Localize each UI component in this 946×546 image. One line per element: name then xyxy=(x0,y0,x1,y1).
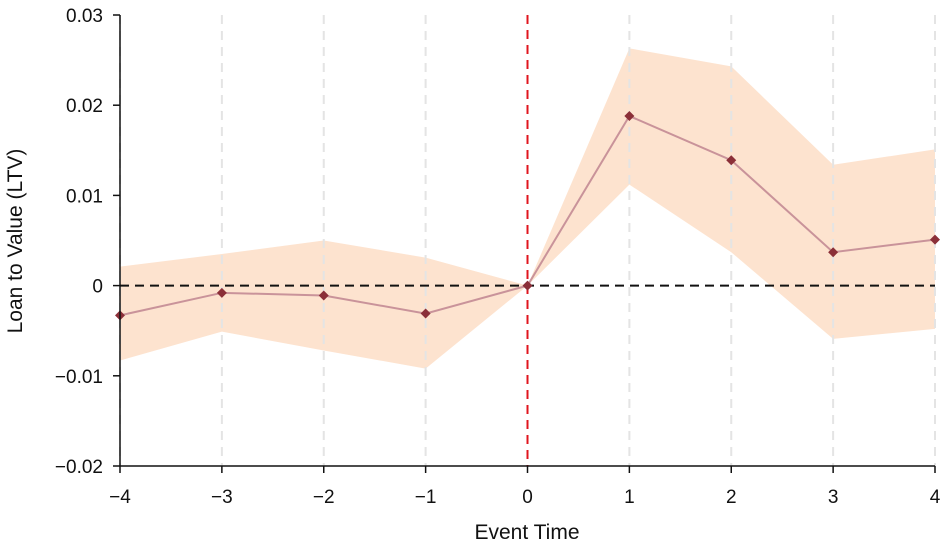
x-tick-label-4: 0 xyxy=(522,487,533,508)
data-point-2 xyxy=(318,290,329,301)
series-layer xyxy=(115,111,940,321)
y-axis-title: Loan to Value (LTV) xyxy=(4,149,27,334)
x-tick-label-5: 1 xyxy=(624,487,635,508)
data-point-7 xyxy=(828,247,839,258)
x-axis-title: Event Time xyxy=(474,521,579,544)
x-tick-label-0: −4 xyxy=(109,487,131,508)
data-point-4 xyxy=(522,280,533,291)
y-tick-label-4: 0.02 xyxy=(66,96,103,117)
data-point-8 xyxy=(930,234,940,245)
y-tick-label-5: 0.03 xyxy=(66,6,103,27)
x-tick-label-2: −2 xyxy=(313,487,335,508)
x-tick-label-7: 3 xyxy=(828,487,839,508)
x-tick-label-8: 4 xyxy=(930,487,941,508)
y-tick-label-3: 0.01 xyxy=(66,186,103,207)
x-tick-label-3: −1 xyxy=(415,487,437,508)
data-point-1 xyxy=(216,287,227,298)
x-tick-label-1: −3 xyxy=(211,487,233,508)
data-point-6 xyxy=(726,155,737,166)
x-tick-label-6: 2 xyxy=(726,487,737,508)
y-tick-label-0: −0.02 xyxy=(55,457,103,478)
y-tick-label-1: −0.01 xyxy=(55,367,103,388)
y-tick-label-2: 0 xyxy=(92,277,103,298)
axes-layer: −0.02 −0.01 0 0.01 0.02 0.03 −4 −3 −2 −1 0 1 2 3 4 xyxy=(55,6,941,508)
data-point-3 xyxy=(420,308,431,319)
data-point-5 xyxy=(624,111,635,122)
